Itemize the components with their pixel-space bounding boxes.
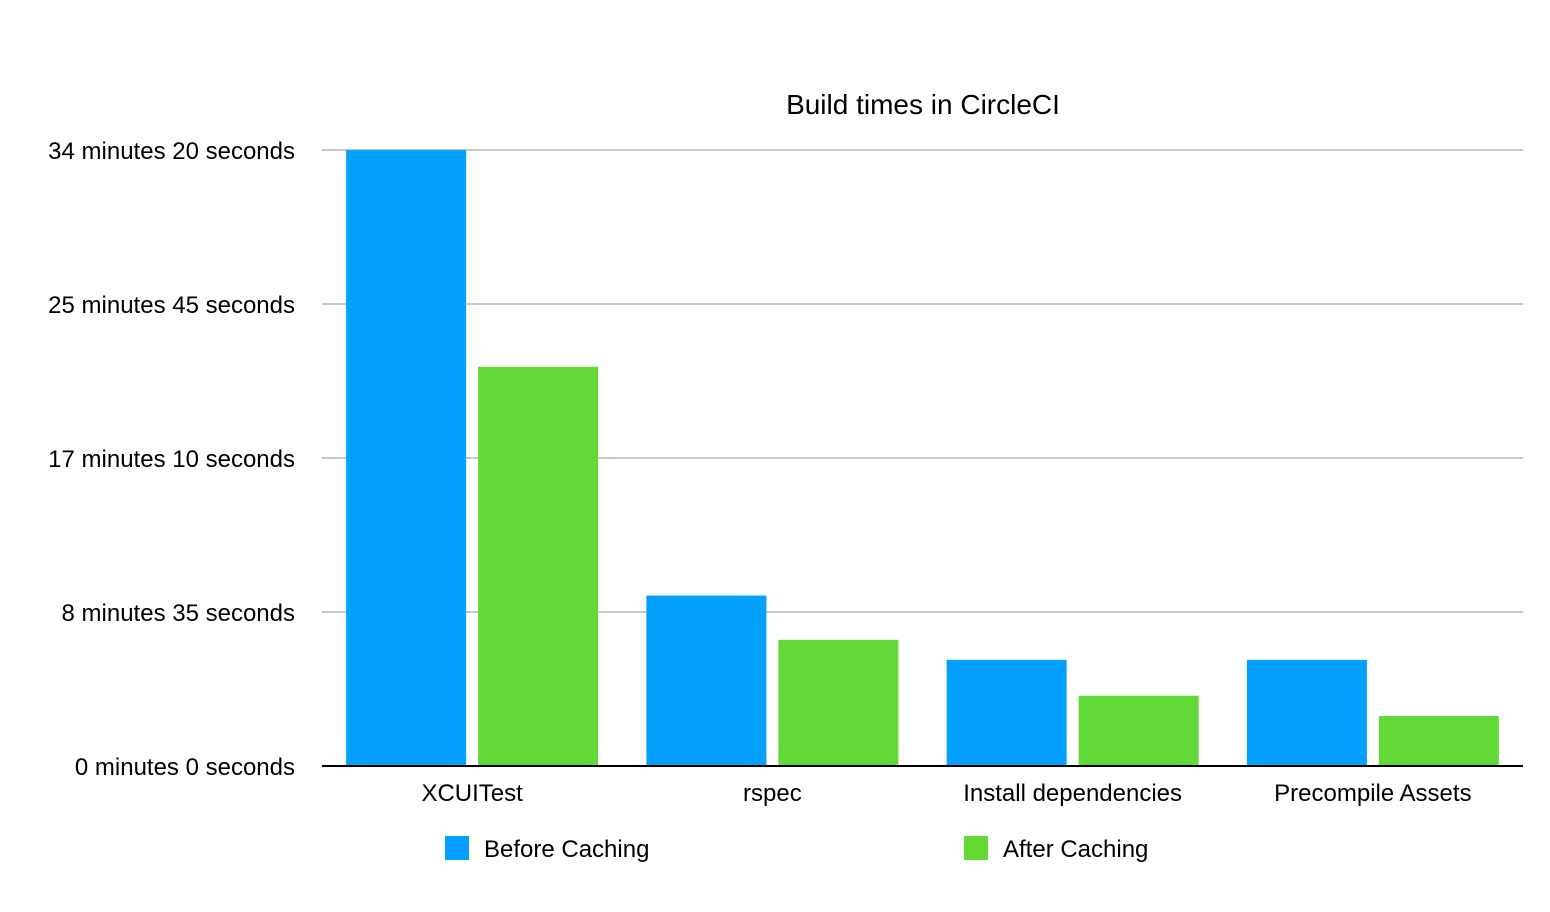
- x-category-label: XCUITest: [421, 780, 523, 807]
- bar-xcuitest-before-caching: [346, 150, 467, 766]
- y-tick-label: 0 minutes 0 seconds: [75, 754, 295, 781]
- x-category-label: Precompile Assets: [1274, 780, 1471, 807]
- legend-swatch: [445, 836, 469, 860]
- legend-label: After Caching: [1003, 836, 1148, 863]
- y-tick-label: 34 minutes 20 seconds: [48, 138, 295, 165]
- legend-label: Before Caching: [484, 836, 649, 863]
- legend: Before Caching After Caching: [445, 836, 1148, 863]
- x-category-label: Install dependencies: [963, 780, 1182, 807]
- bar-rspec-after-caching: [778, 639, 899, 766]
- bar-install-dependencies-before-caching: [946, 659, 1067, 766]
- bars: [346, 150, 1499, 766]
- bar-precompile-assets-before-caching: [1246, 659, 1367, 766]
- chart-title: Build times in CircleCI: [786, 89, 1060, 120]
- x-category-label: rspec: [743, 780, 802, 807]
- y-tick-label: 8 minutes 35 seconds: [62, 600, 295, 627]
- bar-xcuitest-after-caching: [478, 366, 599, 766]
- bar-install-dependencies-after-caching: [1078, 695, 1199, 766]
- legend-swatch: [964, 836, 988, 860]
- y-tick-label: 25 minutes 45 seconds: [48, 292, 295, 319]
- bar-rspec-before-caching: [646, 595, 767, 766]
- bar-precompile-assets-after-caching: [1378, 716, 1499, 766]
- y-axis-tick-labels: 0 minutes 0 seconds 8 minutes 35 seconds 1…: [48, 138, 295, 781]
- y-tick-label: 17 minutes 10 seconds: [48, 446, 295, 473]
- x-axis-category-labels: XCUITest rspec Install dependencies Precomp…: [421, 780, 1471, 807]
